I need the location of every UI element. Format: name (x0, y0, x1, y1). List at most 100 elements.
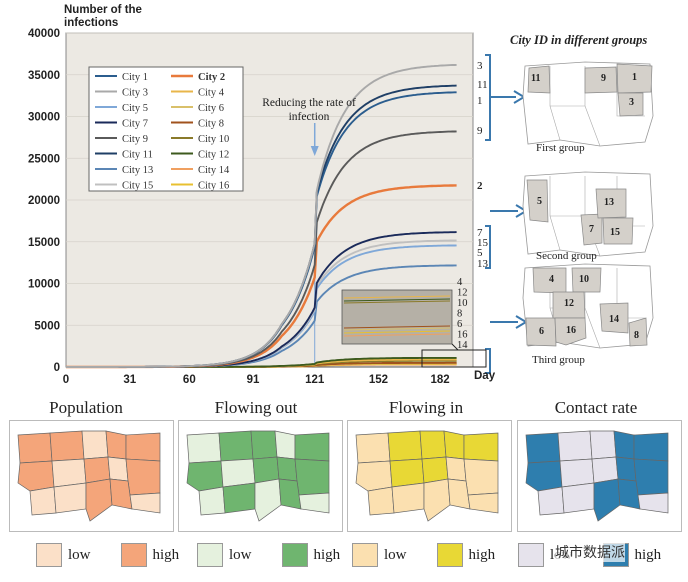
map-region (17, 460, 55, 492)
group-region-label: 14 (609, 314, 619, 325)
group-region-label: 10 (579, 274, 589, 285)
legend-label-city-2: City 2 (198, 72, 225, 83)
end-label-city-3: 3 (477, 60, 483, 72)
first-group-label: First group (536, 142, 585, 154)
group-region-city-7 (580, 213, 603, 246)
legend-box (88, 66, 244, 192)
inset-label: 12 (457, 288, 468, 299)
high-label: high (152, 546, 180, 563)
group-region-city-3 (617, 92, 644, 117)
x-tick-label: 121 (305, 374, 325, 386)
map-region (109, 478, 133, 510)
map-region (617, 478, 641, 510)
map-region (559, 458, 595, 488)
map-region (294, 432, 330, 462)
map-region (222, 482, 256, 514)
infection-chart: 0 5000 10000 15000 20000 25000 30000 35000 40000… (28, 28, 654, 386)
legend-label-city-3: City 3 (122, 88, 148, 99)
legend-flowing-out: low high (197, 543, 340, 567)
map-region (53, 482, 87, 514)
group-region-label: 12 (564, 298, 574, 309)
map-title-contact-rate: Contact rate (554, 398, 638, 417)
map-region (463, 458, 499, 496)
map-region (298, 492, 330, 514)
x-tick-label: 0 (63, 374, 69, 386)
map-region (107, 456, 129, 482)
group-region-city-14 (599, 302, 629, 334)
map-region (423, 478, 451, 522)
low-swatch (36, 543, 62, 567)
map-region (443, 430, 465, 460)
map-region (593, 478, 621, 522)
map-region (355, 432, 391, 464)
inset-label: 6 (457, 319, 462, 330)
y-tick-label: 20000 (28, 195, 60, 207)
map-region (387, 430, 423, 462)
map-region (389, 458, 425, 488)
group-region-label: 13 (604, 197, 614, 208)
x-tick-label: 91 (247, 374, 260, 386)
annotation-label: Reducing the rate of infection (262, 97, 356, 123)
group-region-label: 3 (629, 97, 634, 108)
group-bracket (485, 54, 491, 141)
legend-label-city-6: City 6 (198, 103, 224, 114)
map-region (81, 430, 109, 460)
map-region (463, 432, 499, 462)
map-title-population: Population (49, 398, 123, 417)
second-group-label: Second group (536, 250, 597, 262)
end-label-city-11: 11 (477, 79, 488, 91)
map-contact-rate (517, 420, 682, 532)
group-map-borders (549, 176, 645, 257)
group-region-label: 6 (539, 326, 544, 337)
low-swatch (352, 543, 378, 567)
map-region (254, 478, 282, 522)
third-group-label: Third group (532, 354, 585, 366)
high-label: high (468, 546, 496, 563)
group-region-label: 8 (634, 330, 639, 341)
inset-label: 4 (457, 277, 463, 288)
end-label-city-1: 1 (477, 95, 483, 107)
group-bracket (485, 225, 491, 269)
inset-label: 16 (457, 330, 468, 341)
legend-label-city-12: City 12 (198, 150, 229, 161)
inset-label: 10 (457, 298, 468, 309)
y-tick-label: 30000 (28, 112, 60, 124)
map-region (85, 478, 113, 522)
map-region (83, 456, 111, 484)
map-region (613, 430, 635, 460)
x-tick-label: 152 (369, 374, 388, 386)
map-region (591, 456, 619, 484)
legend-label-city-5: City 5 (122, 103, 148, 114)
map-region (278, 478, 302, 510)
map-region (186, 432, 222, 464)
watermark: 城市数据派 (555, 542, 625, 562)
x-axis-title: Day (474, 370, 496, 382)
map-region (419, 430, 447, 460)
legend-label-city-9: City 9 (122, 134, 148, 145)
legend-label-city-14: City 14 (198, 165, 230, 176)
map-region (252, 456, 280, 484)
map-region (589, 430, 617, 460)
map-region (421, 456, 449, 484)
group-region-city-9 (584, 66, 618, 94)
y-tick-label: 5000 (34, 320, 60, 332)
inset-label: 14 (457, 340, 468, 351)
legend-label-city-15: City 15 (122, 181, 153, 192)
map-region (467, 492, 499, 514)
group-region-city-16 (554, 317, 587, 346)
high-swatch (120, 543, 147, 567)
legend-label-city-11: City 11 (122, 150, 153, 161)
end-label-city-5: 5 (477, 247, 483, 259)
group-region-city-13 (595, 188, 627, 219)
map-region (218, 430, 254, 462)
group-region-city-10 (571, 267, 602, 293)
map-population (9, 420, 174, 532)
map-region (250, 430, 278, 460)
end-label-city-2: 2 (477, 180, 483, 192)
group-region-label: 5 (537, 196, 542, 207)
high-swatch (281, 543, 308, 567)
map-region (17, 432, 53, 464)
map-region (186, 460, 224, 492)
map-region (561, 482, 595, 514)
map-region (294, 458, 330, 496)
